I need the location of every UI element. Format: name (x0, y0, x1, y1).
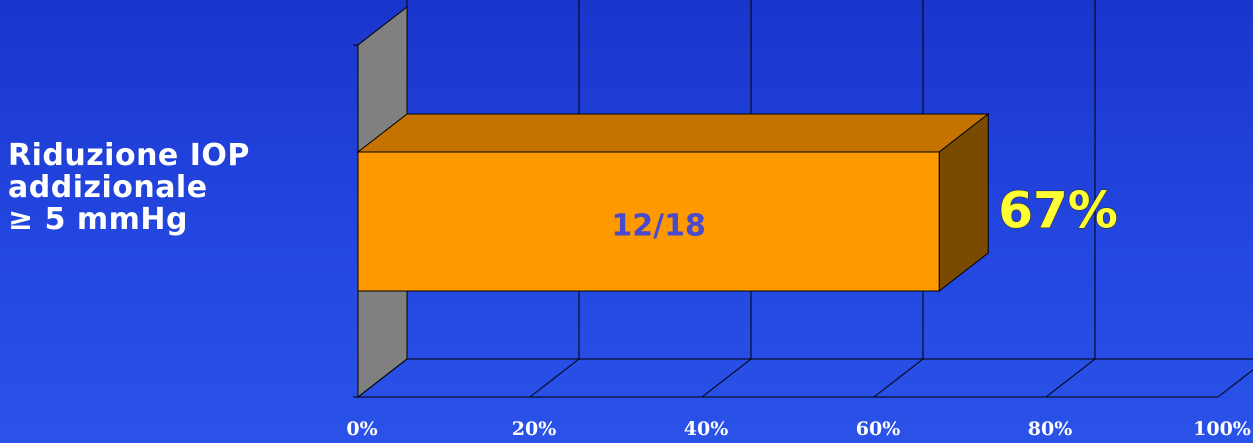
x-tick-label: 0% (346, 418, 377, 440)
bar (357, 151, 940, 292)
x-tick-label: 80% (1028, 418, 1073, 440)
floor-gridline (1217, 369, 1253, 398)
floor-gridline (1045, 358, 1096, 398)
floor-gridline (701, 358, 752, 398)
category-label-line-3: ≥ 5 mmHg (8, 202, 189, 237)
category-label-line-2: addizionale (8, 170, 208, 205)
category-label-line-1: Riduzione IOP (8, 138, 250, 173)
x-tick-label: 100% (1193, 418, 1251, 440)
x-tick-label: 60% (856, 418, 901, 440)
x-tick-label: 20% (512, 418, 557, 440)
floor-gridline (873, 358, 924, 398)
bar-inner-label: 12/18 (611, 209, 705, 244)
x-tick-label: 40% (684, 418, 729, 440)
floor-gridline (357, 358, 408, 398)
category-label: Riduzione IOP addizionale ≥ 5 mmHg (8, 140, 348, 236)
bar-data-label: 67% (998, 182, 1118, 240)
bar-top-face (356, 113, 990, 153)
floor-gridline (529, 358, 580, 398)
